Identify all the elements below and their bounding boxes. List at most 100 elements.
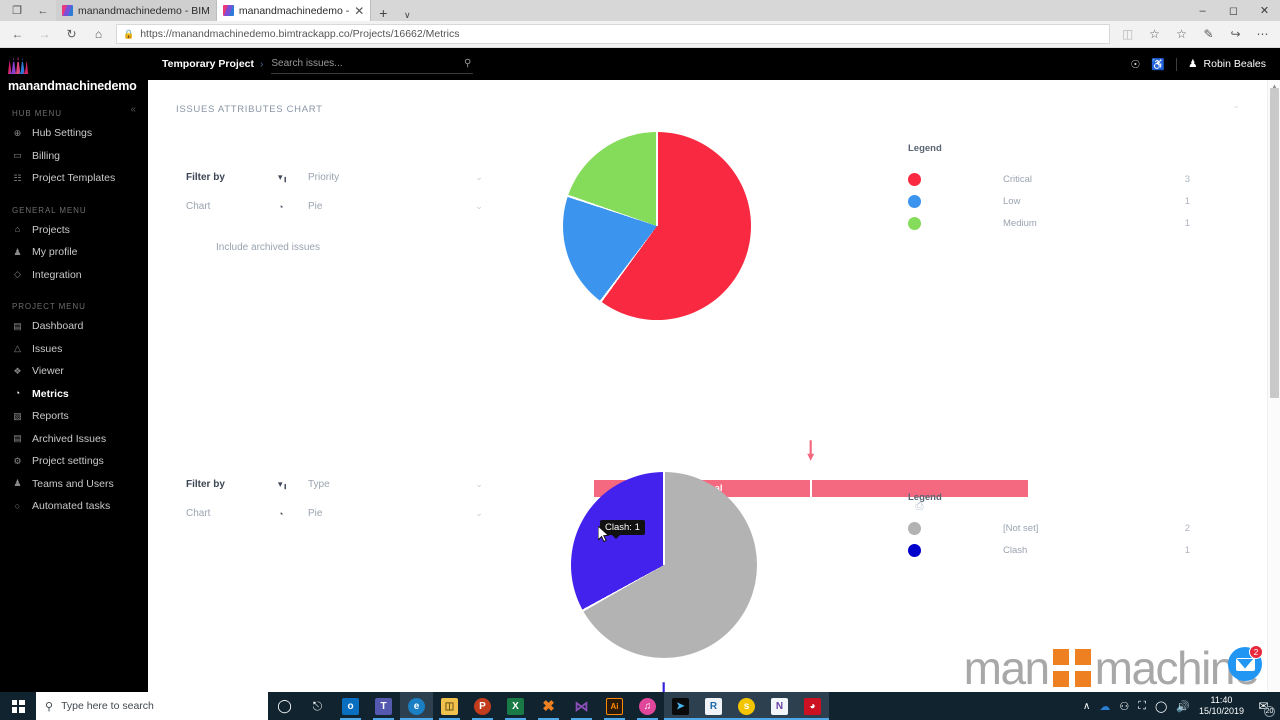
taskbar-task-view-icon[interactable]: ⎋ [312,698,323,713]
page-title: ISSUES ATTRIBUTES CHART [176,104,323,115]
user-menu[interactable]: ♟ Robin Beales [1188,58,1266,70]
sidebar-item-reports[interactable]: ▧ Reports [0,405,148,428]
favorites-hub-icon[interactable]: ☆ [1176,27,1187,41]
scroll-up-arrow-icon[interactable]: ▲ [1271,83,1278,90]
sidebar-item-viewer[interactable]: ❖ Viewer [0,360,148,383]
reading-view-icon[interactable]: ◫ [1121,27,1134,41]
print-icon[interactable]: ⎙ [915,501,924,512]
minimize-button[interactable]: – [1199,4,1206,17]
taskbar-onenote-icon[interactable]: N [763,692,796,720]
chevron-down-icon[interactable]: ∨ [403,10,411,20]
taskbar-illustrator-icon[interactable]: Ai [598,692,631,720]
taskbar-microsoft-edge-icon[interactable]: e [400,692,433,720]
sidebar-item-label: Dashboard [32,320,84,333]
more-options-icon[interactable]: ⋯ [1256,27,1269,41]
refresh-icon[interactable]: ↻ [66,27,77,41]
forward-icon[interactable]: → [38,27,51,41]
sidebar-item-issues[interactable]: △ Issues [0,338,148,361]
address-bar[interactable]: 🔒 https://manandmachinedemo.bimtrackapp.… [116,24,1110,44]
new-tab-button[interactable]: + [379,5,388,21]
taskbar-file-explorer-icon[interactable]: ◫ [433,692,466,720]
legend-row[interactable]: [Not set] 2 [908,517,1190,539]
issue-search[interactable]: ⚲ [271,55,474,74]
question-circle-icon[interactable]: ☉ [1130,58,1141,71]
taskbar-outlook-icon[interactable]: o [334,692,367,720]
sidebar-item-archived-issues[interactable]: ▤ Archived Issues [0,428,148,451]
chat-widget-button[interactable]: 2 [1228,645,1263,681]
taskbar-cortana-icon[interactable]: ◯ [277,698,292,713]
taskbar-revit-icon[interactable]: R [697,692,730,720]
maximize-button[interactable]: ◻ [1228,5,1239,17]
favorite-star-icon[interactable]: ☆ [1149,27,1160,41]
chevron-down-icon[interactable]: ⌄ [475,172,483,182]
close-icon[interactable]: ✕ [354,3,365,18]
taskbar-powershell-icon[interactable]: ➤ [664,692,697,720]
legend-row[interactable]: Clash 1 [908,539,1190,561]
chevron-down-icon[interactable]: ⌄ [475,508,483,518]
filter-by-value[interactable]: Type [308,479,330,490]
taskbar-microsoft-teams-icon[interactable]: T [367,692,400,720]
windows-start-button[interactable] [0,692,36,720]
bell-icon[interactable]: ♿ [1151,58,1166,71]
taskbar-visual-studio-icon[interactable]: ⋈ [565,692,598,720]
chart-type-value[interactable]: Pie [308,508,323,519]
taskbar-camtasia-icon[interactable]: ◕ [796,692,829,720]
web-notes-icon[interactable]: ✎ [1203,27,1214,41]
taskbar-excel-icon[interactable]: X [499,692,532,720]
back-icon[interactable]: ← [11,27,24,41]
sidebar-item-dashboard[interactable]: ▤ Dashboard [0,315,148,338]
topbar-actions: ☉ ♿ ♟ Robin Beales [1131,48,1266,80]
chart-type-value[interactable]: Pie [308,201,323,212]
sidebar-item-hub-settings[interactable]: ⊕ Hub Settings [0,122,148,145]
tab-preview-icon[interactable]: ❐ [12,5,22,17]
filter-by-value[interactable]: Priority [308,172,340,183]
tab-set-aside-icon[interactable]: ← [37,4,49,17]
sidebar-item-project-settings[interactable]: ⚙ Project settings [0,450,148,473]
sidebar-item-projects[interactable]: ⌂ Projects [0,219,148,242]
legend-row[interactable]: Medium 1 [908,212,1190,234]
legend-title: Legend [908,143,942,154]
taskbar-search-box[interactable]: ⚲ Type here to search [36,692,268,720]
taskbar-clock[interactable]: 11:40 15/10/2019 [1199,695,1244,717]
scrollbar-thumb[interactable] [1270,88,1279,398]
breadcrumb-project[interactable]: Temporary Project [162,58,255,70]
include-archived-issues-label[interactable]: Include archived issues [216,242,320,253]
tray-expand-chevron-icon[interactable]: ∧ [1083,700,1091,712]
sidebar-collapse-button[interactable]: « [130,104,136,115]
chevron-down-icon[interactable]: ⌄ [475,201,483,211]
share-icon[interactable]: ↪ [1230,27,1241,41]
browser-tab-1[interactable]: manandmachinedemo - BIM [56,0,217,21]
action-center-icon[interactable]: ✉ 20 [1258,699,1275,717]
browser-tab-2[interactable]: manandmachinedemo - ✕ [216,0,372,21]
tab-label: manandmachinedemo - BIM [78,4,210,17]
sidebar-item-teams-and-users[interactable]: ♟ Teams and Users [0,473,148,496]
sidebar-item-automated-tasks[interactable]: ○ Automated tasks [0,495,148,518]
panel-collapse-icon[interactable]: ⌄ [1232,100,1240,110]
sidebar-item-metrics[interactable]: ◔ Metrics [0,383,148,406]
taskbar-itunes-icon[interactable]: ♫ [631,692,664,720]
vertical-scrollbar[interactable]: ▲ ▼ [1267,80,1280,703]
filter-bar-remainder[interactable] [812,480,1028,497]
taskbar-navisworks-icon[interactable]: ✖ [532,692,565,720]
lock-icon: 🔒 [123,28,135,39]
pie-icon: ◔ [278,508,284,519]
chevron-down-icon[interactable]: ⌄ [475,479,483,489]
close-button[interactable]: ✕ [1259,5,1270,17]
speaker-icon[interactable]: 🔊 [1176,700,1190,713]
camera-icon[interactable]: ⛶ [1138,699,1146,712]
legend-row[interactable]: Critical 3 [908,168,1190,190]
legend-row[interactable]: Low 1 [908,190,1190,212]
sidebar-item-my-profile[interactable]: ♟ My profile [0,241,148,264]
sidebar-item-project-templates[interactable]: ☷ Project Templates [0,167,148,190]
taskbar-bimtrack-sidekick-icon[interactable]: s [730,692,763,720]
wifi-icon[interactable]: ◯ [1154,700,1168,713]
sidebar-item-integration[interactable]: ◇ Integration [0,264,148,287]
windows-start-icon [11,699,25,713]
sidebar-item-billing[interactable]: ▭ Billing [0,145,148,168]
home-icon[interactable]: ⌂ [94,27,103,41]
taskbar-powerpoint-icon[interactable]: P [466,692,499,720]
search-input[interactable] [271,58,474,69]
microphone-icon[interactable]: ⚇ [1119,700,1130,713]
search-icon[interactable]: ⚲ [464,58,472,69]
onedrive-cloud-icon[interactable]: ☁ [1099,700,1111,713]
